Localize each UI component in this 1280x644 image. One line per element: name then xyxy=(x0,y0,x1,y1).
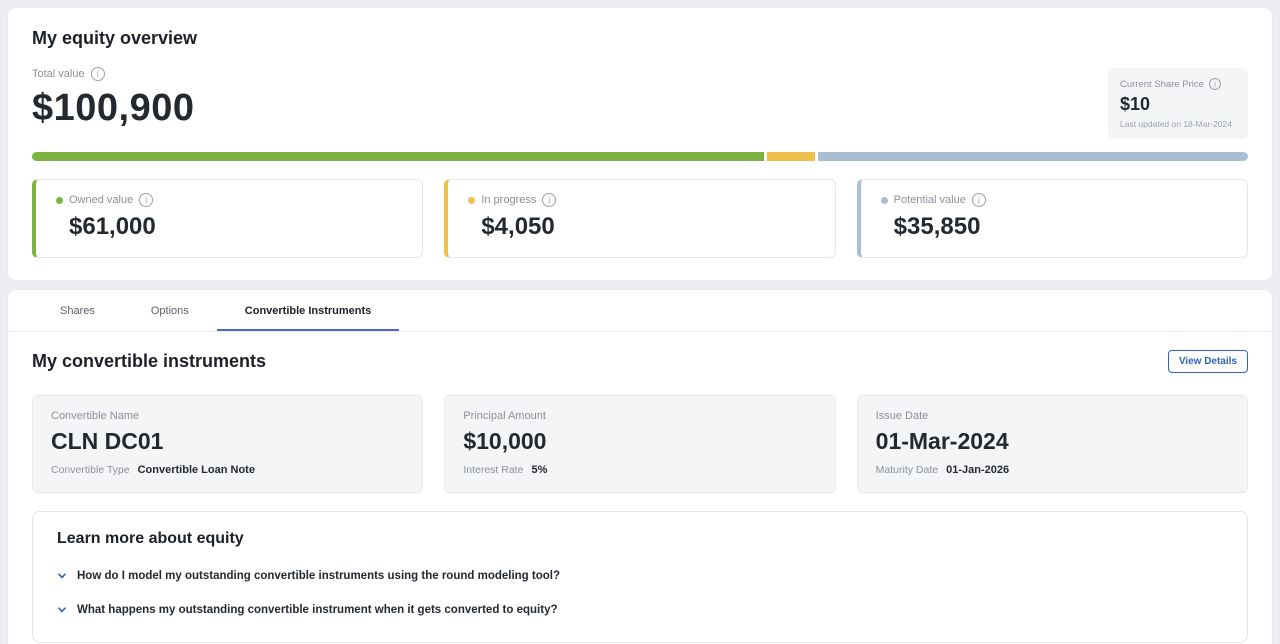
potential-value-amount: $35,850 xyxy=(893,213,981,240)
maturity-date-label: Maturity Date xyxy=(875,464,939,476)
in-progress-amount: $4,050 xyxy=(481,213,555,240)
faq-question-text: What happens my outstanding convertible … xyxy=(77,604,558,616)
tab-options[interactable]: Options xyxy=(150,305,189,317)
faq-question-text: How do I model my outstanding convertibl… xyxy=(77,570,561,582)
instruments-card: Shares Options Convertible Instruments M… xyxy=(8,290,1272,644)
chevron-down-icon xyxy=(57,605,67,615)
equity-overview-title: My equity overview xyxy=(32,28,198,48)
total-value-amount: $100,900 xyxy=(32,87,195,129)
faq-item-converted-to-equity[interactable]: What happens my outstanding convertible … xyxy=(57,604,1223,616)
maturity-date-value: 01-Jan-2026 xyxy=(946,464,1010,476)
convertible-name-label: Convertible Name xyxy=(51,410,140,422)
total-value-info-icon[interactable] xyxy=(90,67,105,81)
total-value-label: Total value xyxy=(32,68,85,80)
principal-amount-label: Principal Amount xyxy=(463,410,546,422)
interest-rate-label: Interest Rate xyxy=(463,464,524,476)
equity-overview-card: My equity overview Total value $100,900 … xyxy=(8,8,1272,280)
issue-date-card: Issue Date 01-Mar-2024 Maturity Date 01-… xyxy=(856,395,1248,493)
convertible-name-value: CLN DC01 xyxy=(51,428,164,454)
convertible-type-label: Convertible Type xyxy=(51,464,130,476)
in-progress-card: In progress $4,050 xyxy=(444,179,836,258)
issue-date-label: Issue Date xyxy=(875,410,929,422)
owned-value-card: Owned value $61,000 xyxy=(32,179,424,258)
potential-value-dot-icon xyxy=(880,196,888,204)
principal-amount-card: Principal Amount $10,000 Interest Rate 5… xyxy=(444,395,836,493)
share-price-label: Current Share Price xyxy=(1120,78,1204,90)
potential-value-card: Potential value $35,850 xyxy=(856,179,1248,258)
progress-segment-potential xyxy=(818,152,1248,161)
view-details-button[interactable]: View Details xyxy=(1167,350,1248,373)
progress-segment-in-progress xyxy=(767,152,816,161)
interest-rate-value: 5% xyxy=(531,464,548,476)
in-progress-info-icon[interactable] xyxy=(542,193,557,207)
potential-value-info-icon[interactable] xyxy=(971,193,986,207)
owned-value-amount: $61,000 xyxy=(69,213,156,240)
tab-bar: Shares Options Convertible Instruments xyxy=(8,290,1272,332)
owned-value-label: Owned value xyxy=(69,194,134,206)
faq-item-round-modeling[interactable]: How do I model my outstanding convertibl… xyxy=(57,570,1223,582)
learn-more-heading: Learn more about equity xyxy=(57,530,244,547)
equity-progress-bar xyxy=(32,152,1248,161)
owned-value-dot-icon xyxy=(56,196,63,204)
learn-more-card: Learn more about equity How do I model m… xyxy=(32,511,1248,643)
owned-value-info-icon[interactable] xyxy=(139,193,154,207)
convertible-name-card: Convertible Name CLN DC01 Convertible Ty… xyxy=(32,395,424,493)
progress-segment-owned xyxy=(32,152,765,161)
principal-amount-value: $10,000 xyxy=(463,428,547,454)
in-progress-label: In progress xyxy=(481,194,537,206)
instruments-heading: My convertible instruments xyxy=(32,351,267,371)
issue-date-value: 01-Mar-2024 xyxy=(875,428,1009,454)
current-share-price-card: Current Share Price $10 Last updated on … xyxy=(1108,68,1248,139)
share-price-updated: Last updated on 18-Mar-2024 xyxy=(1120,119,1232,129)
convertible-type-value: Convertible Loan Note xyxy=(137,464,255,476)
share-price-value: $10 xyxy=(1120,94,1151,114)
share-price-info-icon[interactable] xyxy=(1208,78,1221,90)
potential-value-label: Potential value xyxy=(893,194,966,206)
tab-convertible-instruments[interactable]: Convertible Instruments xyxy=(216,290,400,331)
tab-shares[interactable]: Shares xyxy=(60,305,95,317)
chevron-down-icon xyxy=(57,571,67,581)
in-progress-dot-icon xyxy=(468,196,476,204)
